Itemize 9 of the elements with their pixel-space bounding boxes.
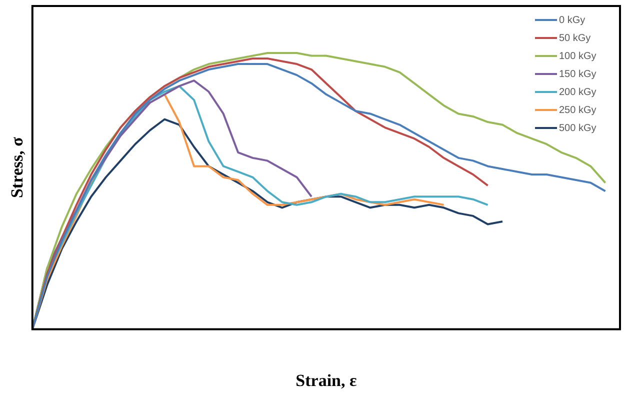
legend-label: 200 kGy [559,86,596,98]
y-axis-title: Stress, σ [8,136,27,198]
legend-label: 500 kGy [559,122,596,134]
legend-label: 100 kGy [559,50,596,62]
x-axis-title: Strain, ε [296,371,357,390]
legend-label: 150 kGy [559,68,596,80]
legend-label: 250 kGy [559,104,596,116]
legend-label: 0 kGy [559,14,586,26]
legend-label: 50 kGy [559,32,591,44]
